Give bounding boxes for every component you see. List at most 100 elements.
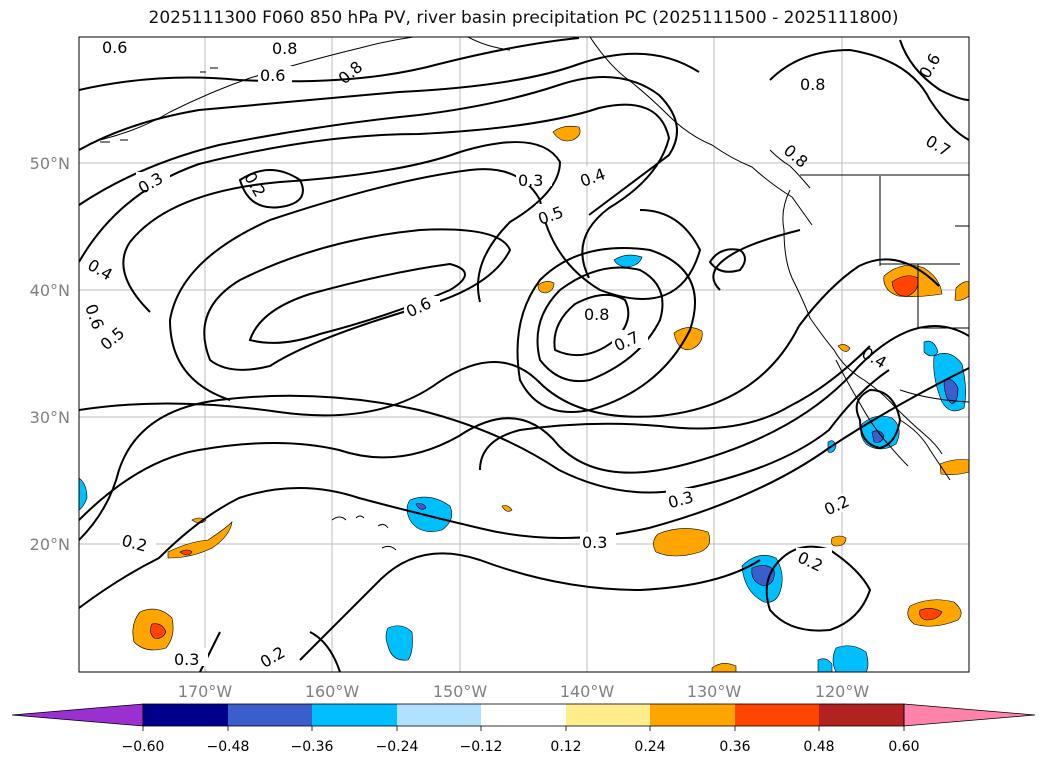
pv-contour [79,367,969,609]
lon-tick-label: 130°W [687,682,742,701]
colorbar-tick-label: −0.24 [376,739,419,755]
precip-strong-area [919,608,943,621]
colorbar: −0.60 −0.48 −0.36 −0.24 −0.12 0.12 0.24 … [11,703,1036,755]
border-us-mexico [899,389,969,403]
gulf-of-california [899,419,951,481]
colorbar-tick-label: −0.12 [460,739,503,755]
pv-contour [203,228,512,371]
pv-label: 0.8 [800,75,825,94]
precip-strong-area [891,275,919,297]
pv-contour [79,103,671,279]
lon-tick-label: 140°W [560,682,615,701]
coastline-alaska [99,37,511,141]
pv-label: 0.3 [174,650,199,669]
pv-label: 0.6 [260,66,285,85]
vancouver-island [769,149,811,189]
precip-negative-area [923,340,939,357]
precip-areas [79,125,969,672]
pv-contour [712,229,801,291]
colorbar-tick-label: 0.48 [803,739,834,755]
precip-negative-area [613,254,643,268]
pv-contour [536,266,664,382]
colorbar-tick-label: 0.12 [550,739,581,755]
colorbar-tick-label: 0.24 [634,739,665,755]
colorbar-segment [481,704,566,726]
pv-contour [708,248,746,273]
precip-strong-area [179,549,193,556]
pv-contour [79,76,678,216]
precip-positive-area [167,521,233,559]
colorbar-tick-label: 0.36 [719,739,750,755]
precip-positive-area [501,505,513,512]
pv-contour [122,141,562,313]
pv-contour [479,345,871,471]
pv-label: 0.3 [518,171,543,190]
pv-contour [248,262,466,344]
pv-contours [79,37,969,672]
precip-negative-area [817,658,833,672]
aleutian-islands [100,67,218,143]
colorbar-tick-label: 0.60 [888,739,919,755]
colorbar-extend-low [11,703,144,727]
precip-positive-area [954,281,969,301]
colorbar-segment [566,704,650,726]
pv-contour [79,52,700,151]
precip-moderate-area [943,378,959,405]
colorbar-segment [819,704,904,726]
pv-label: 0.8 [272,39,297,58]
lat-tick-label: 20°N [30,535,70,554]
pv-contour [769,48,969,141]
precip-positive-area [837,344,851,352]
pv-contour [79,258,940,418]
colorbar-tick-label: −0.48 [207,739,250,755]
precip-moderate-area [871,430,885,443]
colorbar-segment [143,704,228,726]
colorbar-segment [735,704,819,726]
colorbar-tick-label: −0.60 [122,739,165,755]
pv-contour [553,293,630,357]
lon-tick-label: 120°W [815,682,870,701]
precip-negative-area [79,477,88,511]
colorbar-tick-label: −0.36 [291,739,334,755]
pv-contour [855,388,902,450]
precip-negative-area [385,625,413,661]
map-area [79,37,969,672]
pv-contour [899,39,969,101]
map-frame [78,36,970,673]
pv-contour [309,631,341,672]
precip-positive-area [711,663,737,672]
lat-tick-label: 30°N [30,408,70,427]
state-borders [879,176,969,329]
pv-contour [299,552,761,661]
precip-moderate-area [415,503,427,510]
pv-contour [199,631,221,672]
map-title: 2025111300 F060 850 hPa PV, river basin … [148,8,899,28]
coastlines [99,37,969,551]
precip-positive-area [552,125,581,142]
colorbar-extend-high [903,703,1036,727]
colorbar-segment [397,704,481,726]
precip-strong-area [150,623,167,639]
lon-tick-label: 160°W [305,682,360,701]
coastline-west-coast [782,189,943,455]
lat-tick-label: 50°N [30,154,70,173]
pv-label: 0.8 [584,305,609,324]
pv-contour [79,325,969,521]
precip-positive-area [653,528,711,557]
precip-positive-area [831,535,847,547]
precip-negative-area [832,645,869,672]
lon-tick-label: 150°W [433,682,488,701]
pv-label: 0.3 [582,533,607,552]
colorbar-segment [228,704,312,726]
precip-positive-area [537,281,555,294]
pv-label: 0.6 [102,38,127,57]
hawaii-islands [331,515,397,551]
pv-contour [238,169,304,209]
colorbar-segment [650,704,735,726]
lon-tick-label: 170°W [178,682,233,701]
lat-tick-label: 40°N [30,281,70,300]
colorbar-segment [312,704,397,726]
pv-contour [79,37,580,91]
pv-contour [79,369,890,541]
